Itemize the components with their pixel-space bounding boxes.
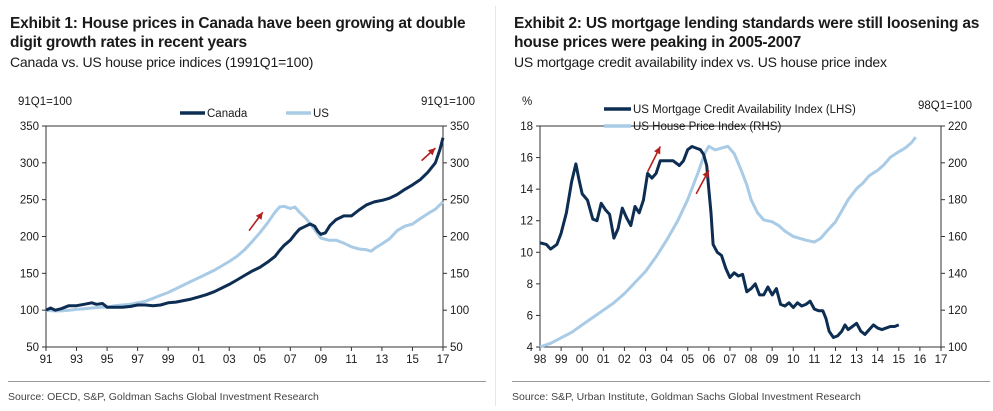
right-y-tick-label: 300 — [450, 158, 469, 170]
x-tick-label: 06 — [702, 354, 715, 366]
right-y-tick-label: 180 — [948, 195, 967, 207]
x-tick-label: 95 — [101, 354, 114, 366]
left-y-tick-label: 8 — [527, 279, 533, 291]
x-tick-label: 15 — [892, 354, 905, 366]
left-axis-label: 91Q1=100 — [18, 96, 72, 108]
legend-label-us: US — [313, 108, 329, 120]
exhibit-2-footer-rule — [512, 381, 990, 382]
x-tick-label: 04 — [660, 354, 673, 366]
exhibit-1-subtitle: Canada vs. US house price indices (1991Q… — [10, 54, 314, 70]
legend-label-credit-index: US Mortgage Credit Availability Index (L… — [633, 104, 856, 116]
exhibit-1-chart: 50 50 100 100 150 150 200 200 250 250 300 300 350 350… — [18, 96, 475, 366]
right-y-tick-label: 100 — [450, 305, 469, 317]
annotation-arrow-2-head — [427, 148, 436, 156]
right-axis-label: 91Q1=100 — [421, 96, 475, 108]
x-tick-label: 10 — [787, 354, 800, 366]
series-line-house-price — [539, 136, 917, 349]
legend-label-canada: Canada — [207, 108, 248, 120]
series-line-credit-index — [539, 145, 900, 339]
left-y-tick-label: 150 — [20, 268, 39, 280]
x-tick-label: 07 — [284, 354, 297, 366]
x-tick-label: 11 — [808, 354, 820, 366]
x-tick-label: 97 — [131, 354, 144, 366]
left-y-tick-label: 14 — [520, 184, 533, 196]
x-tick-label: 05 — [253, 354, 266, 366]
left-y-tick-label: 300 — [20, 158, 39, 170]
left-y-tick-label: 350 — [20, 121, 39, 133]
left-y-tick-label: 200 — [20, 232, 39, 244]
exhibit-2-chart: 4 6 8 10 12 14 16 18 100 120 140 160 180 200 220 98 99 00… — [520, 96, 972, 366]
left-y-tick-label: 250 — [20, 195, 39, 207]
x-tick-label: 07 — [724, 354, 737, 366]
x-tick-label: 11 — [345, 354, 357, 366]
left-axis-label: % — [522, 96, 532, 108]
x-tick-label: 99 — [555, 354, 568, 366]
series-line-canada — [45, 137, 445, 312]
right-y-tick-label: 220 — [948, 121, 967, 133]
exhibit-2-source: Source: S&P, Urban Institute, Goldman Sa… — [512, 391, 861, 403]
x-tick-label: 08 — [745, 354, 758, 366]
x-tick-label: 98 — [534, 354, 547, 366]
x-tick-label: 05 — [681, 354, 694, 366]
x-tick-label: 14 — [871, 354, 884, 366]
left-y-tick-label: 12 — [520, 216, 533, 228]
right-y-tick-label: 140 — [948, 268, 967, 280]
right-y-tick-label: 200 — [948, 158, 967, 170]
left-y-tick-label: 4 — [527, 342, 534, 354]
x-tick-label: 12 — [829, 354, 842, 366]
x-tick-label: 00 — [576, 354, 589, 366]
exhibit-2-panel: Exhibit 2: US mortgage lending standards… — [504, 0, 993, 411]
right-y-tick-label: 160 — [948, 232, 967, 244]
x-tick-label: 16 — [913, 354, 926, 366]
x-tick-label: 99 — [162, 354, 175, 366]
x-tick-label: 15 — [406, 354, 419, 366]
exhibit-1-title: Exhibit 1: House prices in Canada have b… — [10, 15, 466, 51]
exhibit-1-footer-rule — [8, 381, 486, 382]
right-y-tick-label: 150 — [450, 268, 469, 280]
x-tick-label: 17 — [935, 354, 948, 366]
exhibit-1-source: Source: OECD, S&P, Goldman Sachs Global … — [8, 391, 319, 403]
right-y-tick-label: 50 — [450, 342, 463, 354]
exhibit-2-title: Exhibit 2: US mortgage lending standards… — [514, 15, 980, 51]
annotation-arrow-2-head — [702, 170, 709, 179]
x-tick-label: 13 — [850, 354, 863, 366]
series-line-us — [45, 200, 445, 313]
left-y-tick-label: 100 — [20, 305, 39, 317]
x-tick-label: 93 — [70, 354, 83, 366]
x-tick-label: 91 — [40, 354, 53, 366]
right-y-tick-label: 350 — [450, 121, 469, 133]
x-tick-label: 01 — [597, 354, 610, 366]
x-tick-label: 01 — [192, 354, 205, 366]
panel-divider — [495, 6, 496, 406]
left-y-tick-label: 50 — [26, 342, 39, 354]
left-y-tick-label: 6 — [527, 310, 533, 322]
x-tick-label: 03 — [639, 354, 652, 366]
x-tick-label: 17 — [437, 354, 450, 366]
plot-frame — [45, 125, 444, 348]
right-y-tick-label: 100 — [948, 342, 967, 354]
x-tick-label: 09 — [766, 354, 779, 366]
left-y-tick-label: 10 — [520, 247, 533, 259]
right-axis-label: 98Q1=100 — [918, 100, 972, 112]
x-tick-label: 09 — [314, 354, 327, 366]
legend-label-house-price: US House Price Index (RHS) — [633, 121, 781, 133]
exhibit-1-panel: Exhibit 1: House prices in Canada have b… — [0, 0, 489, 411]
right-y-tick-label: 200 — [450, 232, 469, 244]
annotation-arrow-1-head — [255, 212, 263, 220]
x-tick-label: 13 — [376, 354, 389, 366]
right-y-tick-label: 250 — [450, 195, 469, 207]
x-tick-label: 03 — [223, 354, 236, 366]
x-tick-label: 02 — [618, 354, 631, 366]
left-y-tick-label: 16 — [520, 153, 533, 165]
left-y-tick-label: 18 — [520, 121, 533, 133]
annotation-arrow-1-head — [654, 146, 661, 155]
right-y-tick-label: 120 — [948, 305, 967, 317]
exhibit-2-subtitle: US mortgage credit availability index vs… — [514, 54, 887, 70]
